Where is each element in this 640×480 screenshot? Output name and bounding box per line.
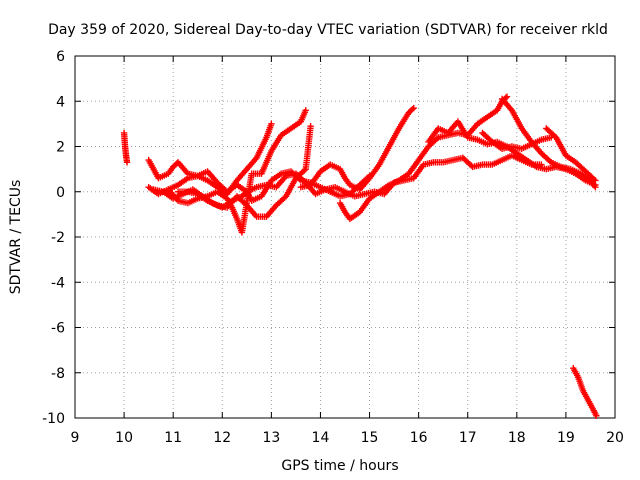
axis-ticks: 9 10 11 12 13 14 15 16 17 18 19 20 -10 -8 -6 -4 -2 0 2 4 6 [42,49,624,446]
y-tick-label: -10 [42,411,65,427]
x-tick-label: 15 [361,430,379,446]
data-point-pass-l [590,175,598,183]
x-axis-label: GPS time / hours [281,458,398,474]
x-tick-label: 17 [459,430,477,446]
chart-title: Day 359 of 2020, Sidereal Day-to-day VTE… [48,22,608,38]
data-point-pass-a [123,159,131,166]
x-tick-label: 16 [410,430,428,446]
data-point-pass-f [307,122,314,130]
data-point-pass-j [546,157,553,165]
x-tick-label: 19 [557,430,575,446]
data-point-pass-h [503,93,511,100]
x-tick-label: 20 [606,430,624,446]
x-tick-label: 11 [164,430,182,446]
data-point-pass-g [410,104,417,112]
x-tick-label: 12 [213,430,231,446]
x-tick-label: 18 [508,430,526,446]
data-point-pass-g [409,105,416,113]
y-tick-label: -4 [51,275,65,291]
data-points [120,93,600,419]
y-tick-label: -8 [51,366,65,382]
y-tick-label: -6 [51,321,65,337]
data-point-pass-j [592,184,599,191]
data-point-pass-d [302,107,309,114]
plot-frame [74,55,616,419]
x-tick-label: 9 [71,430,80,446]
data-point-pass-f [301,167,308,174]
y-axis-label: SDTVAR / TECUs [8,180,24,295]
y-tick-label: 2 [56,140,65,156]
data-point-pass-e [268,120,275,128]
data-point-pass-m [593,412,600,419]
x-tick-label: 14 [312,430,330,446]
data-point-pass-h [433,135,441,142]
x-tick-label: 13 [262,430,280,446]
y-tick-label: 0 [56,185,65,201]
y-tick-label: 4 [56,94,65,110]
data-point-pass-l [592,177,599,184]
x-tick-label: 10 [115,430,133,446]
grid [75,56,615,418]
y-tick-label: 6 [56,49,65,65]
y-tick-label: -2 [51,230,65,246]
